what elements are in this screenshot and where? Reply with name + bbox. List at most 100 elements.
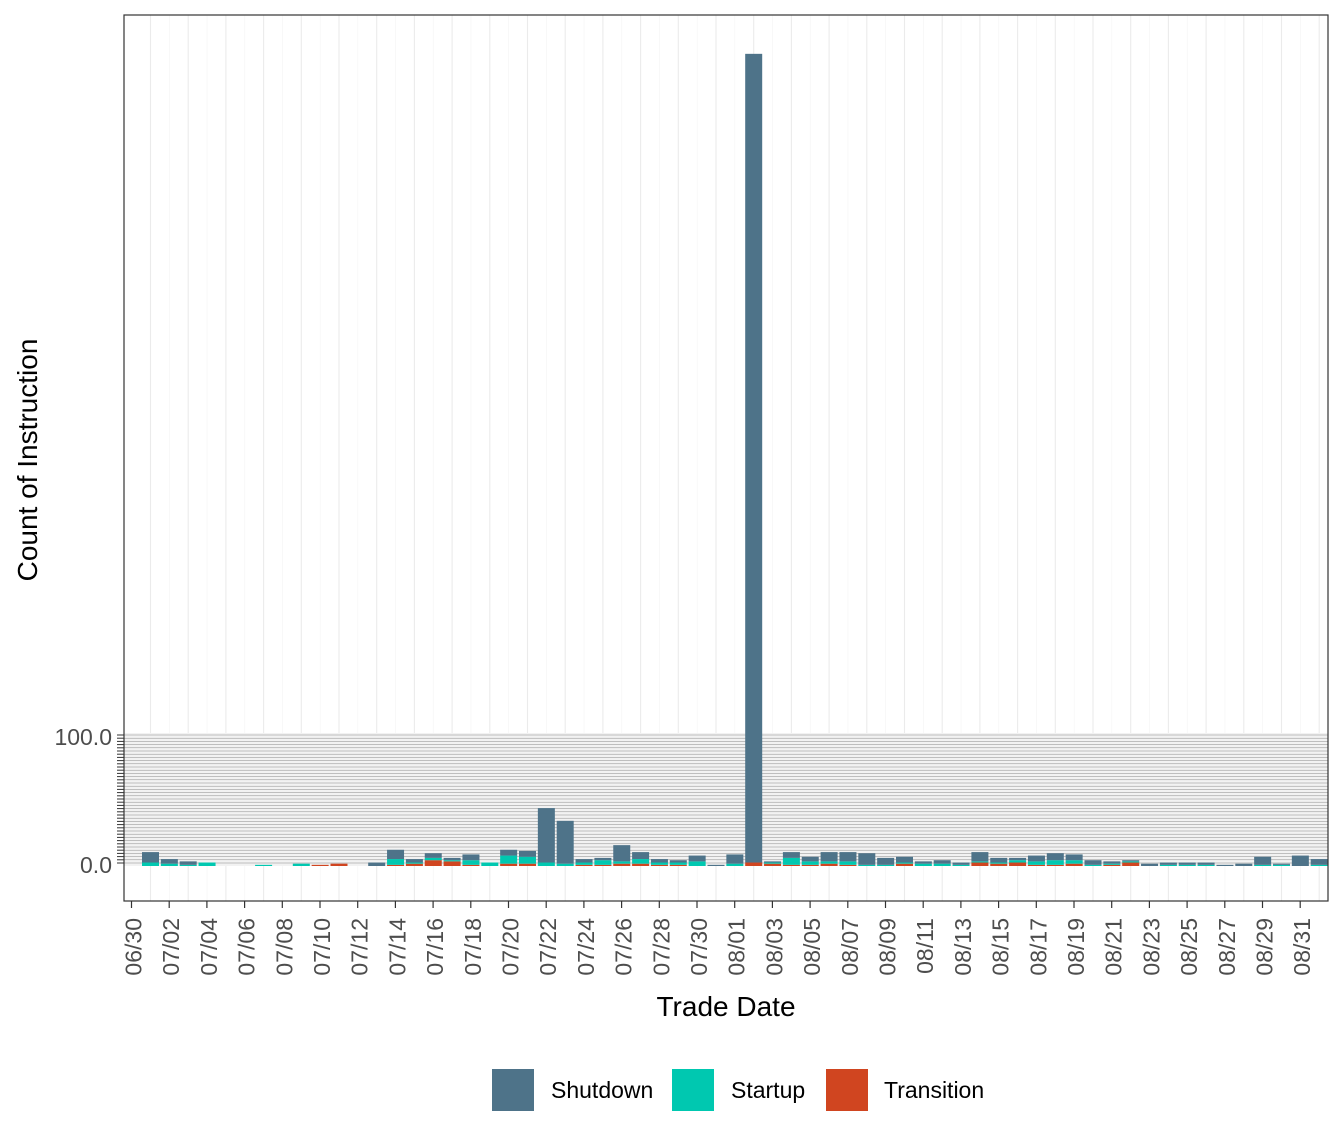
bar-transition-07-13 [387, 864, 405, 866]
y-gridline-band [124, 733, 1328, 866]
bar-startup-08-15 [1009, 860, 1027, 863]
tick-layer: 06/30 07/02 07/04 07/06 07/08 07/10 07/12 07/14… [117, 734, 1315, 976]
bar-startup-07-01 [160, 863, 178, 866]
bar-startup-07-15 [424, 857, 442, 861]
bar-startup-07-03 [198, 862, 216, 866]
bar-shutdown-07-31 [726, 854, 744, 864]
bar-transition-07-24 [594, 864, 612, 866]
bar-startup-07-22 [556, 863, 574, 866]
bar-transition-08-21 [1122, 862, 1140, 866]
bar-startup-07-28 [669, 862, 687, 865]
bar-transition-07-23 [575, 864, 593, 866]
bar-shutdown-08-30 [1291, 855, 1309, 866]
bar-startup-06-30 [142, 862, 159, 866]
x-tick-label: 07/06 [234, 918, 260, 976]
bar-shutdown-08-01 [745, 53, 763, 863]
bar-startup-08-04 [801, 861, 819, 865]
bar-shutdown-08-26 [1216, 864, 1234, 866]
legend-swatch-transition [826, 1069, 868, 1111]
bar-startup-08-02 [764, 862, 782, 864]
bar-shutdown-08-19 [1084, 860, 1102, 865]
bar-startup-07-24 [594, 860, 612, 865]
bar-transition-07-26 [632, 863, 650, 866]
bar-startup-08-14 [990, 862, 1008, 864]
x-axis-title: Trade Date [656, 991, 795, 1022]
bar-startup-07-21 [537, 862, 555, 866]
bar-startup-08-08 [877, 864, 895, 866]
x-tick-label: 07/28 [648, 918, 674, 976]
bar-transition-07-17 [462, 864, 480, 866]
bar-shutdown-07-19 [500, 849, 518, 856]
bar-shutdown-08-27 [1235, 863, 1253, 866]
bar-startup-08-19 [1084, 864, 1102, 866]
x-tick-label: 08/29 [1252, 918, 1278, 976]
bar-transition-08-05 [820, 863, 838, 866]
bar-shutdown-08-10 [914, 861, 932, 864]
bar-shutdown-07-16 [443, 857, 461, 861]
bar-startup-08-17 [1046, 860, 1064, 865]
bar-transition-07-14 [405, 863, 423, 866]
bar-shutdown-07-20 [519, 850, 536, 857]
x-tick-label: 08/07 [837, 918, 863, 976]
bar-transition-08-18 [1065, 863, 1083, 866]
x-tick-label: 08/11 [912, 918, 938, 974]
bar-transition-07-10 [330, 863, 348, 866]
bar-shutdown-08-07 [858, 853, 876, 865]
bar-startup-07-26 [632, 859, 650, 864]
bar-shutdown-07-27 [650, 859, 668, 863]
bar-startup-08-20 [1103, 863, 1121, 865]
legend-swatch-startup [672, 1069, 714, 1111]
bar-shutdown-07-25 [613, 845, 631, 862]
x-tick-label: 08/21 [1101, 918, 1127, 976]
x-tick-label: 08/31 [1289, 918, 1315, 976]
bar-shutdown-08-31 [1310, 859, 1328, 865]
bar-shutdown-08-11 [933, 860, 951, 864]
bar-transition-08-01 [745, 862, 763, 866]
bar-startup-07-19 [500, 855, 518, 864]
bar-startup-08-13 [971, 861, 989, 863]
bar-shutdown-08-22 [1141, 863, 1159, 866]
bar-transition-07-19 [500, 863, 518, 866]
x-tick-label: 07/20 [498, 918, 524, 976]
bar-transition-07-28 [669, 864, 687, 866]
bar-transition-08-16 [1027, 864, 1045, 866]
bar-transition-07-25 [613, 863, 631, 866]
bar-transition-07-16 [443, 861, 461, 866]
bar-startup-08-12 [952, 864, 970, 866]
x-tick-label: 08/27 [1214, 918, 1240, 976]
bar-shutdown-08-05 [820, 852, 838, 862]
bar-transition-07-15 [424, 860, 442, 866]
x-tick-label: 07/10 [309, 918, 335, 976]
bar-startup-07-31 [726, 863, 744, 866]
x-tick-label: 08/09 [875, 918, 901, 976]
bar-shutdown-07-22 [556, 820, 574, 864]
bar-startup-07-29 [688, 861, 706, 866]
y-tick-label-bottom: 0.0 [80, 852, 112, 878]
y-axis-title: Count of Instruction [12, 339, 43, 582]
bar-shutdown-08-15 [1009, 857, 1027, 861]
x-tick-label: 07/12 [347, 918, 373, 976]
bar-startup-08-31 [1310, 864, 1328, 866]
bar-shutdown-07-13 [387, 849, 405, 860]
x-tick-label: 07/24 [573, 918, 599, 976]
bar-startup-08-06 [839, 861, 857, 865]
bar-shutdown-07-15 [424, 853, 442, 858]
legend-label-transition: Transition [884, 1077, 984, 1103]
bar-startup-08-09 [896, 862, 913, 864]
bar-startup-08-07 [858, 864, 876, 866]
bar-shutdown-08-16 [1027, 855, 1045, 862]
plot-panel-border [123, 14, 1329, 902]
bar-transition-08-20 [1103, 864, 1121, 866]
bar-startup-07-17 [462, 860, 480, 865]
bar-shutdown-08-02 [764, 861, 782, 863]
bar-startup-07-20 [519, 856, 536, 864]
bar-startup-07-25 [613, 861, 631, 864]
bar-startup-08-29 [1273, 864, 1290, 866]
bar-shutdown-07-12 [368, 862, 386, 866]
bar-shutdown-07-23 [575, 859, 593, 863]
bar-startup-08-16 [1027, 861, 1045, 865]
bar-shutdown-07-14 [405, 859, 423, 863]
x-tick-label: 08/15 [988, 918, 1014, 976]
y-tick-label-top: 100.0 [54, 724, 112, 750]
bar-shutdown-08-25 [1197, 862, 1215, 865]
